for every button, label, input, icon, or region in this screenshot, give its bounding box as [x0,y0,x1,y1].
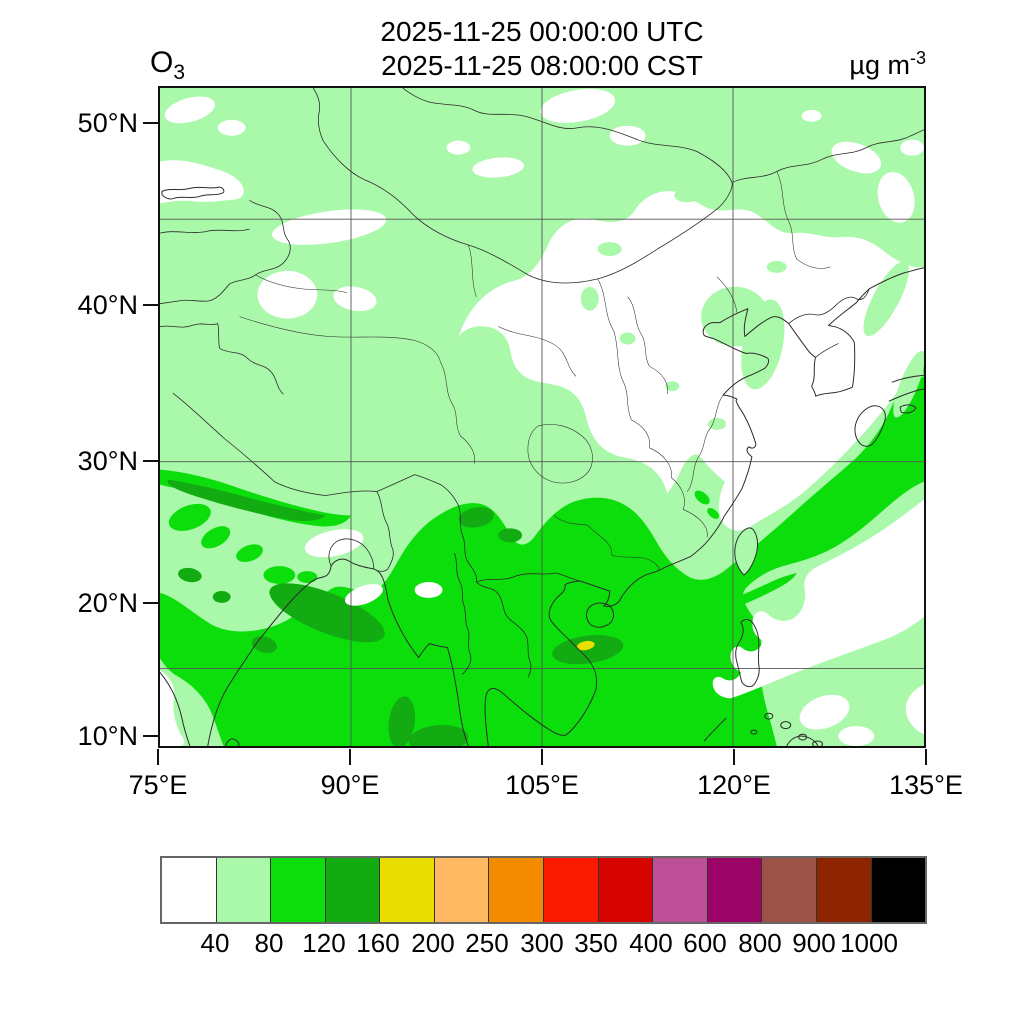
colorbar-cell-3 [324,858,380,922]
lon-tick-120e [733,749,735,765]
colorbar-tick-300: 300 [520,928,564,958]
title-utc: 2025-11-25 00:00:00 UTC [380,16,704,47]
units-label: µg m-3 [158,48,926,81]
colorbar-tick-160: 160 [356,928,400,958]
colorbar-tick-600: 600 [683,928,727,958]
colorbar-tick-250: 250 [465,928,509,958]
lon-label-90e: 90°E [320,770,380,800]
lon-label-120e: 120°E [697,770,771,800]
lat-label-40n: 40°N [77,290,138,320]
colorbar-tick-200: 200 [411,928,455,958]
lat-label-20n: 20°N [77,588,138,618]
colorbar-cell-7 [543,858,598,922]
colorbar-tick-400: 400 [629,928,673,958]
colorbar-cell-11 [761,858,816,922]
graticule-grid [160,88,924,746]
ozone-concentration-map [160,88,924,746]
colorbar-cell-0 [162,858,216,922]
lat-label-50n: 50°N [77,108,138,138]
species-label: O3 [150,46,185,85]
colorbar-cell-8 [597,858,653,922]
colorbar-cell-2 [270,858,325,922]
coastlines [160,186,924,746]
lat-label-30n: 30°N [77,446,138,476]
colorbar-cell-9 [652,858,707,922]
colorbar-tick-120: 120 [302,928,346,958]
lat-tick-30n [143,460,158,462]
colorbar-tick-350: 350 [574,928,618,958]
colorbar-cell-4 [379,858,434,922]
colorbar-tick-800: 800 [738,928,782,958]
colorbar-cell-5 [433,858,489,922]
lon-tick-75e [157,749,159,765]
units-base: µg m [849,50,910,80]
colorbar-tick-40: 40 [200,928,230,958]
units-exponent: -3 [909,48,926,68]
map-panel [158,86,926,748]
lat-tick-50n [143,122,158,124]
colorbar-tick-1000: 1000 [840,928,898,958]
fill-level-160-200 [576,640,595,651]
lon-label-75e: 75°E [128,770,188,800]
province-borders [239,171,831,572]
fill-level-below-40 [160,88,924,746]
species-symbol: O [150,46,174,79]
colorbar-cell-13 [870,858,926,922]
colorbar-tick-900: 900 [792,928,836,958]
lon-tick-90e [349,749,351,765]
lon-tick-105e [541,749,543,765]
colorbar-tick-80: 80 [254,928,284,958]
title-cst: 2025-11-25 08:00:00 CST [381,50,703,81]
lat-tick-20n [143,602,158,604]
colorbar-cell-1 [215,858,271,922]
lon-tick-135e [925,749,927,765]
lat-tick-40n [143,304,158,306]
country-borders [160,88,924,678]
colorbar-cell-12 [815,858,871,922]
colorbar [160,856,927,924]
colorbar-cell-6 [488,858,544,922]
lat-label-10n: 10°N [77,721,138,751]
fill-level-40-80-islands [580,188,924,576]
lon-label-135e: 135°E [889,770,963,800]
species-subscript: 3 [173,61,186,84]
lat-tick-10n [143,735,158,737]
lon-label-105e: 105°E [505,770,579,800]
colorbar-cell-10 [706,858,762,922]
